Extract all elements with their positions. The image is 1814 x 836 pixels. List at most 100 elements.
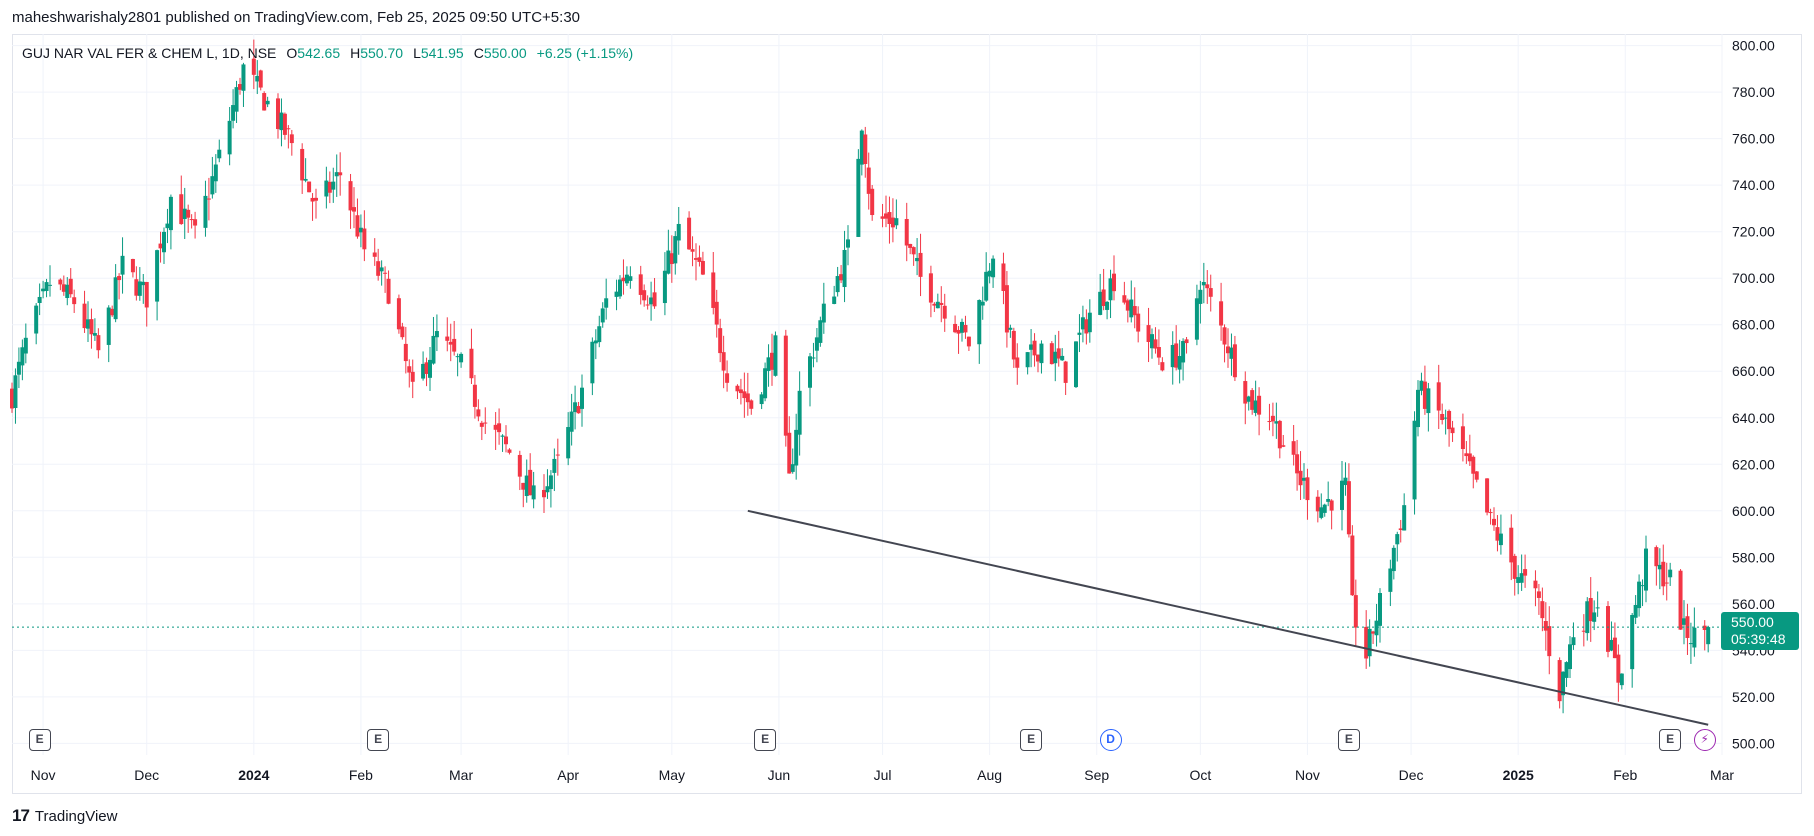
low-label: L xyxy=(413,45,421,61)
candle-body xyxy=(1398,528,1403,531)
candle-body xyxy=(977,300,982,345)
candle-body xyxy=(966,336,971,347)
candle-body xyxy=(137,281,142,296)
candle-body xyxy=(448,341,453,345)
y-tick-label: 740.00 xyxy=(1732,177,1775,193)
candle-body xyxy=(158,243,163,249)
candle-body xyxy=(1557,660,1562,702)
candle-body xyxy=(918,252,923,277)
candle-body xyxy=(694,258,698,260)
candle-body xyxy=(573,402,578,413)
candle-body xyxy=(1305,477,1310,501)
candle-body xyxy=(1637,581,1642,609)
candle-body xyxy=(1246,396,1251,402)
candle-body xyxy=(1343,477,1348,486)
candle-body xyxy=(1291,441,1296,455)
dividend-event-marker[interactable]: D xyxy=(1099,729,1122,751)
candle-body xyxy=(1419,380,1424,391)
split-event-marker[interactable]: ⚡ xyxy=(1693,729,1716,751)
candle-body xyxy=(1630,614,1635,670)
y-tick-label: 600.00 xyxy=(1732,503,1775,519)
candle-body xyxy=(721,352,726,371)
candle-body xyxy=(1688,643,1693,645)
candle-body xyxy=(206,198,211,200)
candle-body xyxy=(1412,420,1417,500)
candle-body xyxy=(697,257,702,262)
candle-body xyxy=(1543,621,1548,631)
candle-body xyxy=(193,219,198,226)
candle-body xyxy=(144,281,149,308)
candle-body xyxy=(991,258,996,278)
candle-body xyxy=(238,84,242,90)
candle-body xyxy=(1277,420,1282,449)
earnings-event-marker[interactable]: E xyxy=(754,729,777,751)
candle-body xyxy=(1257,395,1262,415)
candle-body xyxy=(531,485,536,500)
candle-body xyxy=(1706,627,1711,645)
candle-body xyxy=(1004,285,1009,333)
earnings-event-marker[interactable]: E xyxy=(28,729,51,751)
candle-body xyxy=(262,93,267,111)
candle-body xyxy=(597,326,602,343)
x-tick-label: 2024 xyxy=(238,767,269,783)
candle-body xyxy=(953,323,958,333)
candle-body xyxy=(1243,381,1248,404)
candle-body xyxy=(711,272,716,308)
candle-body xyxy=(590,341,595,384)
candle-body xyxy=(20,347,25,366)
candle-body xyxy=(1281,445,1286,447)
candle-body xyxy=(1536,591,1541,598)
earnings-event-marker[interactable]: E xyxy=(1020,729,1043,751)
candle-body xyxy=(1367,628,1372,657)
candle-body xyxy=(89,319,94,335)
y-tick-label: 760.00 xyxy=(1732,131,1775,147)
candle-body xyxy=(1025,352,1030,368)
candle-body xyxy=(676,223,681,241)
candle-body xyxy=(507,449,512,453)
candle-body xyxy=(1450,427,1455,434)
candle-body xyxy=(1471,456,1476,474)
candle-body xyxy=(894,218,899,226)
trendline[interactable] xyxy=(747,509,1709,726)
candle-body xyxy=(459,353,464,363)
candle-body xyxy=(600,308,605,323)
candle-body xyxy=(1464,453,1469,457)
earnings-event-marker[interactable]: E xyxy=(367,729,390,751)
candle-body xyxy=(1174,343,1179,368)
candle-body xyxy=(352,207,356,212)
candle-body xyxy=(1105,301,1110,310)
candle-body xyxy=(434,331,439,338)
candle-body xyxy=(1509,527,1514,563)
candle-body xyxy=(234,87,239,112)
candle-body xyxy=(1644,548,1648,591)
earnings-event-marker[interactable]: E xyxy=(1337,729,1360,751)
candle-body xyxy=(839,274,844,281)
candle-body xyxy=(870,188,875,216)
candle-body xyxy=(1571,637,1576,646)
candle-body xyxy=(1208,288,1213,297)
candle-body xyxy=(1222,327,1227,345)
candle-body xyxy=(1388,568,1393,592)
bar-countdown: 05:39:48 xyxy=(1731,631,1786,647)
y-tick-label: 520.00 xyxy=(1732,689,1775,705)
tradingview-brand[interactable]: 17 TradingView xyxy=(12,806,117,826)
candle-body xyxy=(300,148,305,181)
chart-frame xyxy=(12,34,1802,794)
y-tick-label: 620.00 xyxy=(1732,456,1775,472)
x-tick-label: Nov xyxy=(1295,767,1320,783)
candle-body xyxy=(1108,278,1113,301)
candle-body xyxy=(48,284,52,286)
candle-body xyxy=(580,387,584,409)
candle-body xyxy=(808,356,812,388)
earnings-event-marker[interactable]: E xyxy=(1659,729,1682,751)
candle-body xyxy=(162,231,166,253)
candle-body xyxy=(61,284,66,292)
x-tick-label: Dec xyxy=(134,767,159,783)
candle-body xyxy=(189,219,194,221)
candle-body xyxy=(251,58,256,75)
candle-body xyxy=(1150,334,1154,349)
x-tick-label: Apr xyxy=(557,767,579,783)
x-tick-label: Feb xyxy=(1613,767,1637,783)
candle-body xyxy=(1232,344,1237,378)
